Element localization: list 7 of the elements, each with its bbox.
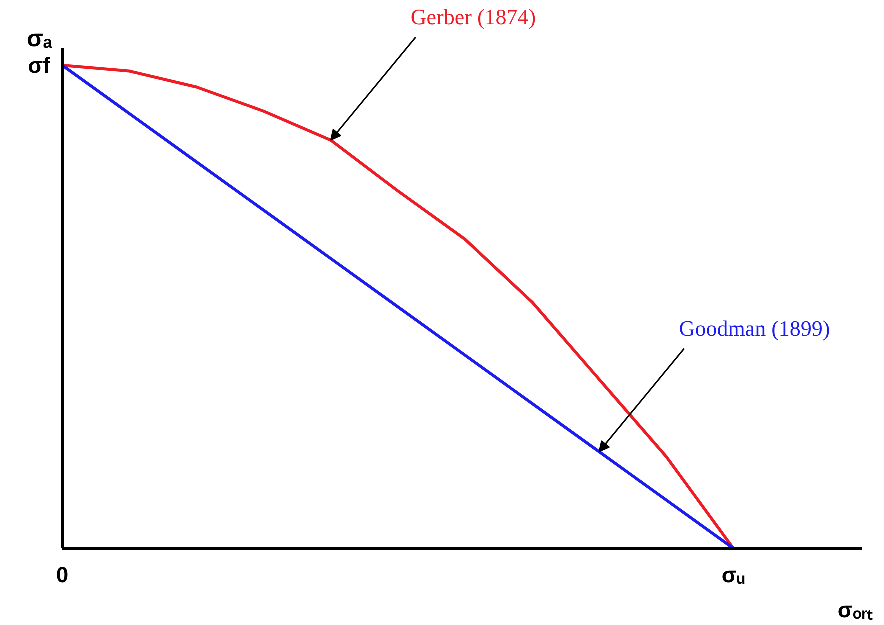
annotation: σf bbox=[28, 53, 52, 78]
text: Goodman (1899) bbox=[679, 316, 830, 341]
y-axis-title: σₐ bbox=[27, 26, 53, 52]
x-axis-title: σₒᵣₜ bbox=[838, 598, 874, 622]
text: Gerber (1874) bbox=[410, 4, 536, 30]
x-tick-label: σᵤ bbox=[722, 562, 746, 588]
x-tick-label: 0 bbox=[56, 562, 69, 588]
